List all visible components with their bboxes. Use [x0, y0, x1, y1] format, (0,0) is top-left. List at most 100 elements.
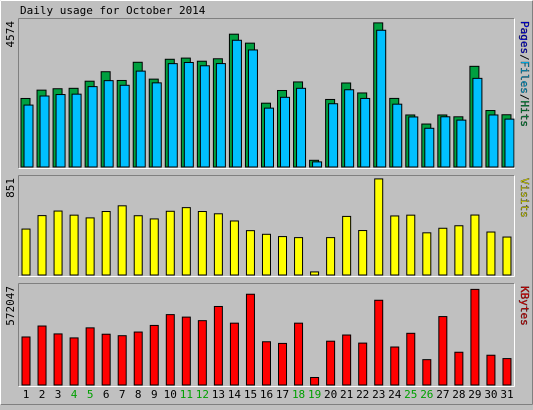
bar-files-day-5 [87, 86, 98, 168]
bar-files-day-31 [504, 118, 515, 168]
bar-visits-day-11 [181, 207, 191, 276]
x-tick-label-day-1: 1 [23, 388, 30, 401]
x-tick-label-day-2: 2 [39, 388, 46, 401]
bar-visits-day-12 [197, 211, 207, 276]
bar-kbytes-day-6 [101, 333, 111, 386]
bar-kbytes-day-11 [181, 316, 191, 386]
bar-visits-day-10 [165, 210, 175, 276]
bar-kbytes-day-17 [278, 342, 288, 386]
bar-kbytes-day-23 [374, 299, 384, 386]
bar-files-day-6 [103, 80, 114, 168]
bar-files-day-14 [231, 39, 242, 168]
panel-kbytes: 572047 KBytes [4, 283, 531, 387]
bar-kbytes-day-7 [117, 335, 127, 386]
bar-kbytes-day-22 [358, 342, 368, 386]
bar-files-day-21 [344, 89, 355, 168]
panel-hits: 4574 Pages/Files/Hits [4, 18, 531, 169]
panel-kbytes-ymax-label: 572047 [4, 286, 17, 326]
bar-files-day-24 [392, 103, 403, 168]
bar-visits-day-6 [101, 211, 111, 276]
bar-files-day-10 [167, 63, 178, 168]
bar-files-day-20 [328, 103, 339, 168]
legend-entry-separator: / [518, 94, 531, 101]
x-tick-label-day-18: 18 [292, 388, 305, 401]
chart-title: Daily usage for October 2014 [20, 4, 206, 17]
x-tick-label-day-22: 22 [356, 388, 369, 401]
bar-kbytes-day-15 [245, 293, 255, 386]
bar-kbytes-day-14 [229, 322, 239, 386]
bar-files-day-15 [247, 49, 258, 168]
x-tick-label-day-30: 30 [484, 388, 497, 401]
bar-kbytes-day-20 [326, 340, 336, 386]
bar-files-day-17 [280, 96, 291, 168]
bar-kbytes-day-3 [53, 333, 63, 386]
bar-visits-day-22 [358, 230, 368, 276]
x-tick-label-day-10: 10 [164, 388, 177, 401]
bar-visits-day-5 [85, 217, 95, 276]
bar-files-day-2 [39, 95, 50, 168]
x-tick-label-day-14: 14 [228, 388, 242, 401]
panel-visits-ymax-label: 851 [4, 178, 17, 198]
bar-visits-day-2 [37, 215, 47, 276]
x-tick-label-day-3: 3 [55, 388, 62, 401]
bar-kbytes-day-16 [261, 341, 271, 386]
x-tick-label-day-6: 6 [103, 388, 110, 401]
bar-files-day-13 [215, 63, 226, 168]
legend-entry-visits: Visits [518, 178, 531, 218]
bar-kbytes-day-13 [213, 305, 223, 386]
legend-entry-pages: Pages [518, 21, 531, 54]
bar-kbytes-day-12 [197, 320, 207, 386]
x-tick-label-day-5: 5 [87, 388, 94, 401]
x-tick-label-day-9: 9 [151, 388, 158, 401]
x-tick-label-day-8: 8 [135, 388, 142, 401]
bar-kbytes-day-5 [85, 327, 95, 386]
bar-visits-day-21 [342, 215, 352, 276]
bar-visits-day-29 [470, 214, 480, 276]
bar-visits-day-28 [454, 225, 464, 276]
legend-entry-hits: Hits [518, 101, 531, 128]
bar-visits-day-7 [117, 205, 127, 276]
bar-visits-day-25 [406, 214, 416, 276]
x-tick-label-day-24: 24 [388, 388, 402, 401]
bar-kbytes-day-30 [486, 354, 496, 386]
bar-files-day-19 [312, 161, 323, 168]
bar-kbytes-day-9 [149, 324, 159, 386]
bar-visits-day-18 [294, 237, 304, 276]
panel-kbytes-legend: KBytes [518, 286, 531, 326]
chart-panels: 4574 Pages/Files/Hits 851 Visits 572047 KByte… [4, 18, 531, 387]
bar-files-day-8 [135, 70, 146, 168]
bar-visits-day-23 [374, 178, 384, 276]
bar-visits-day-16 [261, 233, 271, 276]
bar-visits-day-24 [390, 215, 400, 276]
bar-kbytes-day-19 [310, 376, 320, 386]
bar-files-day-7 [119, 84, 130, 168]
bar-kbytes-day-8 [133, 331, 143, 386]
bar-visits-day-8 [133, 215, 143, 276]
panel-visits: 851 Visits [4, 175, 531, 277]
bar-visits-day-20 [326, 237, 336, 276]
panel-hits-legend: Pages/Files/Hits [518, 21, 531, 127]
bar-kbytes-day-26 [422, 359, 432, 386]
x-tick-label-day-12: 12 [196, 388, 209, 401]
x-tick-label-day-31: 31 [500, 388, 513, 401]
x-tick-label-day-27: 27 [436, 388, 449, 401]
x-tick-label-day-19: 19 [308, 388, 321, 401]
bar-visits-day-4 [69, 214, 79, 276]
x-tick-label-day-29: 29 [468, 388, 481, 401]
bar-visits-day-13 [213, 213, 223, 276]
bar-kbytes-day-29 [470, 288, 480, 386]
bar-files-day-18 [296, 87, 307, 168]
legend-entry-separator: / [518, 54, 531, 61]
bar-files-day-1 [23, 104, 34, 168]
bar-visits-day-27 [438, 227, 448, 276]
bar-files-day-3 [55, 94, 66, 168]
x-tick-label-day-16: 16 [260, 388, 273, 401]
bar-files-day-4 [71, 93, 82, 168]
x-tick-label-day-26: 26 [420, 388, 433, 401]
x-tick-label-day-4: 4 [71, 388, 78, 401]
x-tick-label-day-11: 11 [180, 388, 193, 401]
x-tick-label-day-25: 25 [404, 388, 417, 401]
x-tick-label-day-21: 21 [340, 388, 353, 401]
